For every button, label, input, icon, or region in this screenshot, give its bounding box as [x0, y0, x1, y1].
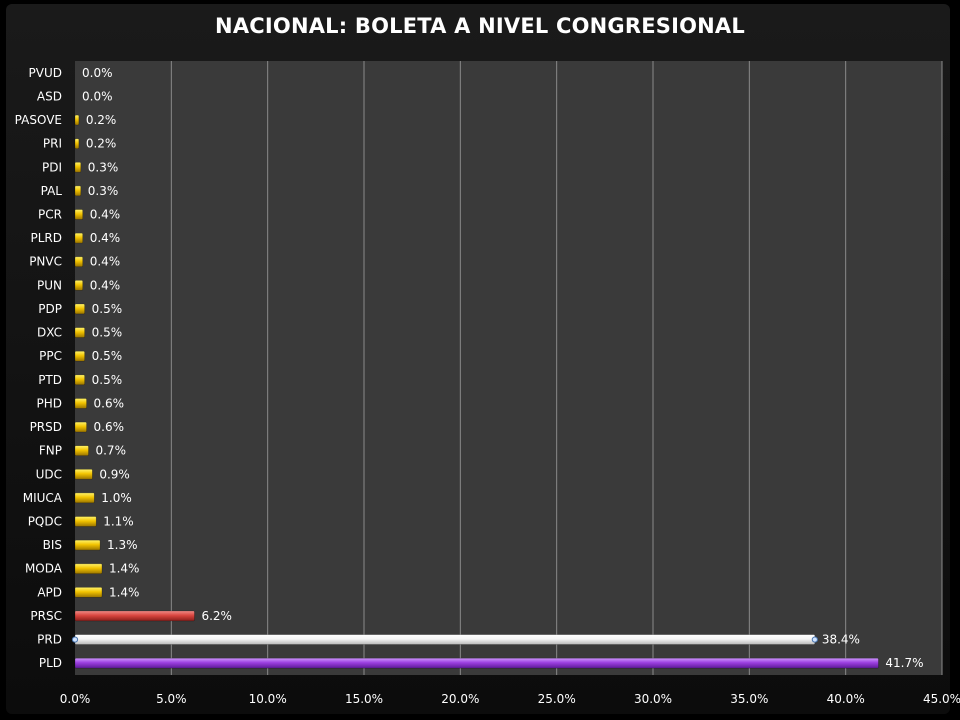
category-label: PNVC: [29, 255, 62, 269]
category-label: PRSC: [30, 609, 62, 623]
selection-handle: [811, 636, 818, 643]
category-label: APD: [37, 585, 62, 599]
category-label: PLD: [39, 656, 62, 670]
category-label: ASD: [37, 89, 62, 103]
bar-udc: [74, 469, 93, 480]
bar-pdp: [74, 303, 85, 315]
category-label: PDI: [42, 160, 62, 174]
data-label: 0.7%: [95, 444, 126, 458]
category-label: MODA: [25, 562, 63, 576]
bar-moda: [74, 563, 103, 574]
data-label: 41.7%: [885, 656, 923, 670]
data-label: 0.3%: [88, 184, 119, 198]
bar-ppc: [74, 350, 85, 362]
data-label: 1.4%: [109, 562, 139, 576]
data-label: 0.9%: [99, 467, 130, 481]
data-label: 6.2%: [201, 609, 232, 623]
bar-pcr: [74, 209, 84, 220]
category-label: PVUD: [29, 66, 62, 80]
bar-dxc: [74, 327, 85, 338]
chart-title: NACIONAL: BOLETA A NIVEL CONGRESIONAL: [215, 14, 745, 38]
data-label: 1.0%: [101, 491, 131, 505]
plot-area: [75, 61, 942, 675]
data-label: 1.3%: [107, 538, 137, 552]
data-label: 0.5%: [92, 373, 123, 387]
category-label: PQDC: [28, 515, 62, 529]
bar-plrd: [74, 232, 84, 244]
category-label: PRI: [43, 137, 62, 151]
bar-prsd: [74, 421, 87, 433]
x-tick-label: 30.0%: [634, 692, 672, 706]
data-label: 0.2%: [86, 137, 117, 151]
category-label: PDP: [38, 302, 62, 316]
category-label: UDC: [36, 467, 62, 481]
category-label: PLRD: [31, 231, 63, 245]
data-label: 0.5%: [92, 349, 123, 363]
x-tick-label: 40.0%: [827, 692, 865, 706]
bar-pri: [74, 138, 80, 149]
x-tick-label: 25.0%: [538, 692, 576, 706]
data-label: 0.5%: [92, 302, 123, 316]
x-tick-label: 20.0%: [441, 692, 479, 706]
x-tick-label: 5.0%: [156, 692, 187, 706]
bar-bis: [74, 539, 101, 551]
x-tick-label: 0.0%: [60, 692, 91, 706]
data-label: 0.3%: [88, 160, 119, 174]
x-tick-label: 15.0%: [345, 692, 383, 706]
x-tick-label: 45.0%: [923, 692, 960, 706]
data-label: 0.0%: [82, 89, 113, 103]
bar-prsc: [74, 610, 195, 622]
data-label: 0.2%: [86, 113, 117, 127]
data-label: 0.4%: [90, 255, 121, 269]
bar-pnvc: [74, 256, 84, 267]
data-label: 0.4%: [90, 208, 121, 222]
data-label: 0.4%: [90, 278, 121, 292]
bar-pld: [74, 657, 879, 669]
data-label: 0.6%: [94, 396, 125, 410]
category-label: PRSD: [30, 420, 62, 434]
bar-pqdc: [74, 516, 97, 527]
category-label: PHD: [37, 396, 63, 410]
category-label: PASOVE: [15, 113, 62, 127]
bar-pal: [74, 185, 82, 197]
category-label: PUN: [37, 278, 62, 292]
bar-pun: [74, 280, 84, 291]
bar-apd: [74, 587, 103, 598]
category-label: MIUCA: [23, 491, 63, 505]
bar-prd: [74, 634, 816, 645]
data-label: 1.4%: [109, 585, 139, 599]
category-label: PRD: [37, 633, 62, 647]
category-label: PCR: [38, 208, 62, 222]
selection-handle: [71, 636, 79, 643]
category-label: PPC: [39, 349, 62, 363]
bar-ptd: [74, 374, 85, 386]
data-label: 38.4%: [822, 633, 860, 647]
data-label: 0.6%: [94, 420, 125, 434]
x-tick-label: 35.0%: [730, 692, 768, 706]
bar-phd: [74, 398, 87, 409]
category-label: PTD: [38, 373, 62, 387]
bar-pasove: [74, 114, 80, 126]
category-label: PAL: [41, 184, 63, 198]
x-tick-label: 10.0%: [249, 692, 287, 706]
data-label: 0.4%: [90, 231, 121, 245]
bar-fnp: [74, 445, 89, 456]
data-label: 0.0%: [82, 66, 113, 80]
data-label: 1.1%: [103, 515, 133, 529]
category-label: DXC: [37, 326, 62, 340]
category-label: FNP: [39, 444, 62, 458]
category-label: BIS: [43, 538, 62, 552]
data-label: 0.5%: [92, 326, 123, 340]
bar-pdi: [74, 162, 82, 173]
bar-miuca: [74, 492, 95, 504]
